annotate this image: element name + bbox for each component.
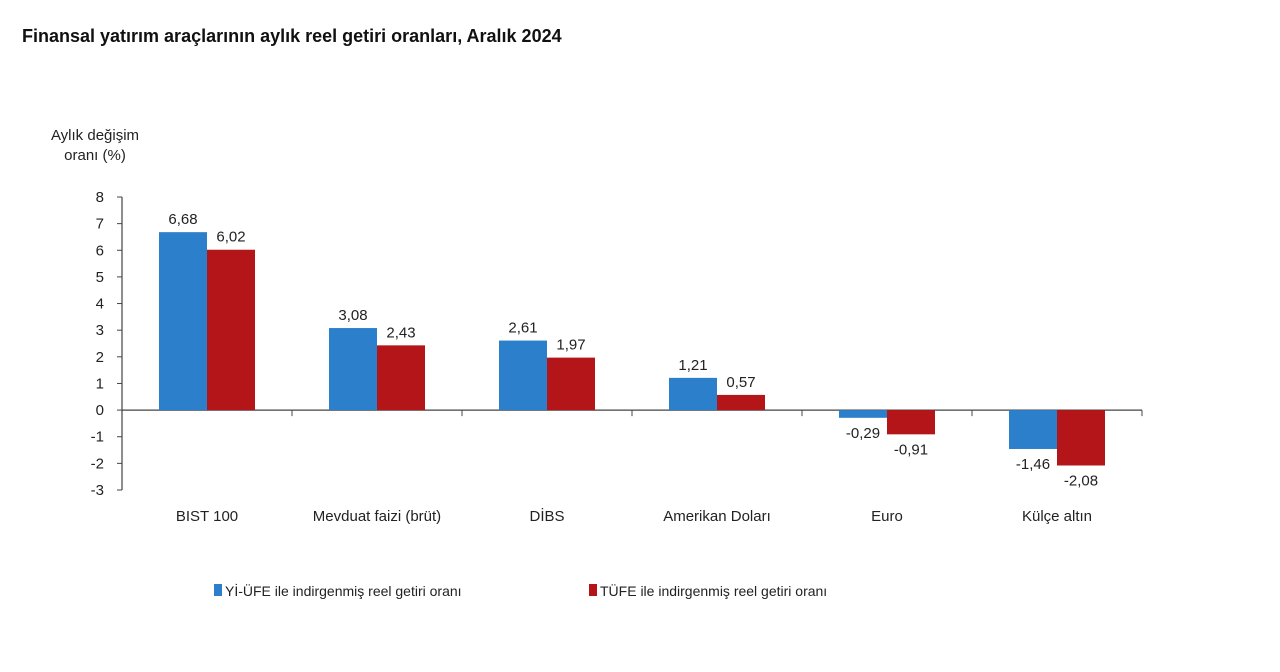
data-label: -2,08: [1064, 472, 1098, 489]
bar-yiufe: [839, 410, 887, 418]
data-label: -1,46: [1016, 456, 1050, 473]
chart-title: Finansal yatırım araçlarının aylık reel …: [22, 26, 562, 46]
y-tick-label: -3: [91, 482, 104, 499]
x-tick-label: Euro: [871, 508, 903, 525]
data-label: 2,43: [386, 324, 415, 341]
x-tick-label: DİBS: [529, 507, 564, 525]
bar-yiufe: [499, 340, 547, 411]
data-label: 1,97: [556, 337, 585, 354]
y-tick-label: 1: [96, 375, 104, 392]
y-tick-label: 3: [96, 322, 104, 339]
y-tick-label: 5: [96, 269, 104, 286]
y-tick-label: 7: [96, 216, 104, 233]
y-axis-label: Aylık değişim: [51, 127, 139, 144]
bar-tufe: [717, 394, 765, 411]
legend-label: Yİ-ÜFE ile indirgenmiş reel getiri oranı: [225, 582, 462, 599]
data-label: 0,57: [726, 374, 755, 391]
data-label: -0,29: [846, 425, 880, 442]
bar-yiufe: [159, 232, 207, 411]
data-label: 6,68: [168, 211, 197, 228]
y-tick-label: 8: [96, 189, 104, 206]
bar-yiufe: [1009, 410, 1057, 449]
data-label: 2,61: [508, 320, 537, 337]
bar-yiufe: [329, 328, 377, 411]
legend-swatch: [589, 584, 597, 596]
legend-swatch: [214, 584, 222, 596]
y-tick-label: 2: [96, 349, 104, 366]
legend-label: TÜFE ile indirgenmiş reel getiri oranı: [600, 582, 827, 599]
y-tick-label: -2: [91, 455, 104, 472]
data-label: 1,21: [678, 357, 707, 374]
x-tick-label: BIST 100: [176, 508, 238, 525]
x-tick-label: Amerikan Doları: [663, 508, 771, 525]
bar-tufe: [547, 357, 595, 411]
y-tick-label: 6: [96, 242, 104, 259]
bar-yiufe: [669, 377, 717, 411]
y-axis-label: oranı (%): [64, 147, 126, 164]
y-tick-label: -1: [91, 429, 104, 446]
y-tick-label: 4: [96, 296, 104, 313]
data-label: 6,02: [216, 229, 245, 246]
y-tick-label: 0: [96, 402, 104, 419]
x-tick-label: Mevduat faizi (brüt): [313, 508, 441, 525]
bar-tufe: [887, 410, 935, 435]
x-tick-label: Külçe altın: [1022, 508, 1092, 525]
data-label: -0,91: [894, 441, 928, 458]
bar-tufe: [207, 249, 255, 411]
data-label: 3,08: [338, 307, 367, 324]
bar-tufe: [377, 345, 425, 411]
bar-tufe: [1057, 410, 1105, 466]
